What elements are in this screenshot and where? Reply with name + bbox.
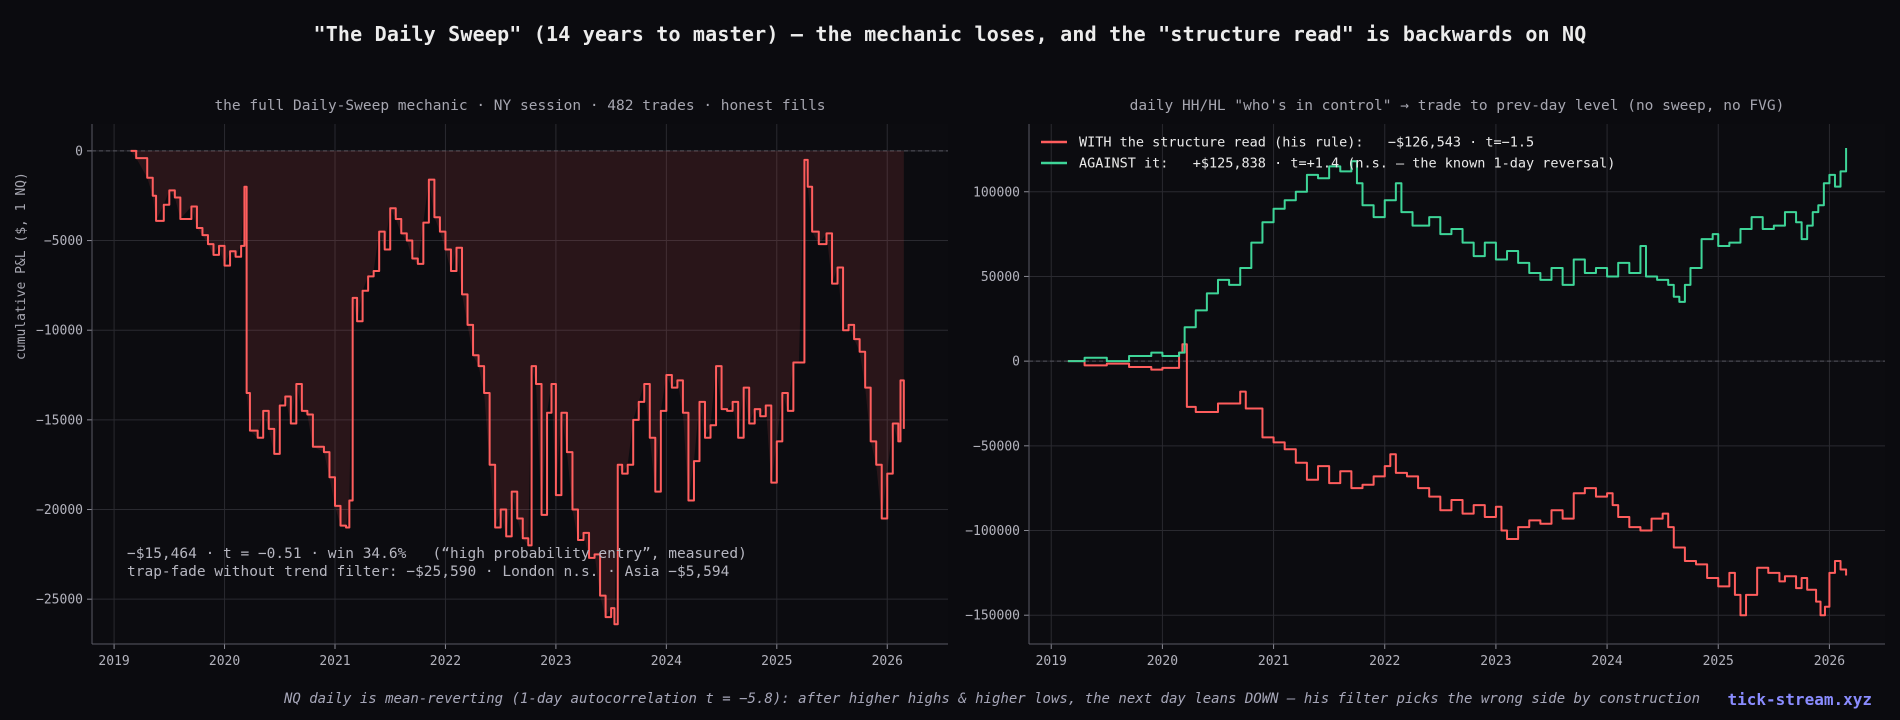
x-tick-label: 2024: [651, 654, 682, 669]
x-tick-label: 2025: [1703, 654, 1734, 669]
y-tick-label: −10000: [36, 324, 83, 339]
with-structure-series-line: [1067, 343, 1848, 617]
y-tick-label: −15000: [36, 413, 83, 428]
legend: WITH the structure read (his rule): −$12…: [1041, 135, 1615, 172]
x-tick-label: 2023: [1480, 654, 1511, 669]
x-tick-label: 2024: [1591, 654, 1622, 669]
footer-brand-link[interactable]: tick-stream.xyz: [1727, 690, 1873, 709]
x-tick-label: 2022: [430, 654, 461, 669]
y-tick-label: −5000: [44, 234, 83, 249]
x-tick-label: 2020: [209, 654, 240, 669]
y-tick-label: −20000: [36, 503, 83, 518]
x-tick-label: 2025: [761, 654, 792, 669]
y-tick-label: −50000: [973, 439, 1020, 454]
x-tick-label: 2019: [98, 654, 129, 669]
y-tick-label: −25000: [36, 593, 83, 608]
y-tick-label: 50000: [981, 270, 1020, 285]
left-plot: 0 −5000 −10000 −15000 −20000 −25000 2019 2020 20…: [36, 124, 948, 669]
annotation-line: trap-fade without trend filter: −$25,590…: [127, 564, 730, 580]
plot-area: [1029, 124, 1885, 644]
footer: NQ daily is mean-reverting (1-day autoco…: [0, 690, 1900, 712]
x-tick-label: 2022: [1369, 654, 1400, 669]
x-tick-label: 2021: [1258, 654, 1289, 669]
x-tick-label: 2023: [540, 654, 571, 669]
x-tick-label: 2026: [1814, 654, 1845, 669]
x-tick-label: 2019: [1036, 654, 1067, 669]
against-structure-series-line: [1067, 147, 1848, 363]
x-tick-label: 2026: [872, 654, 903, 669]
right-panel-title: daily HH/HL "who's in control" → trade t…: [1129, 98, 1785, 114]
pnl-series-line: [130, 149, 905, 626]
x-tick-label: 2021: [319, 654, 350, 669]
legend-entry: AGAINST it: +$125,838 · t=+1.4 (n.s. — t…: [1079, 156, 1615, 172]
y-tick-label: −100000: [965, 524, 1020, 539]
right-plot: 100000 50000 0 −50000 −100000 −150000 2019 2020…: [965, 124, 1885, 669]
y-tick-label: 0: [75, 144, 83, 159]
y-tick-label: 0: [1012, 355, 1020, 370]
annotation-line: −$15,464 · t = −0.51 · win 34.6% (“high …: [127, 546, 747, 562]
y-tick-label: 100000: [973, 185, 1020, 200]
footer-note: NQ daily is mean-reverting (1-day autoco…: [283, 691, 1700, 707]
left-panel-title: the full Daily-Sweep mechanic · NY sessi…: [214, 98, 826, 114]
drawdown-fill: [130, 150, 904, 625]
chart-main-title: "The Daily Sweep" (14 years to master) —…: [313, 22, 1587, 46]
x-tick-label: 2020: [1147, 654, 1178, 669]
y-tick-label: −150000: [965, 609, 1020, 624]
legend-entry: WITH the structure read (his rule): −$12…: [1079, 135, 1534, 151]
